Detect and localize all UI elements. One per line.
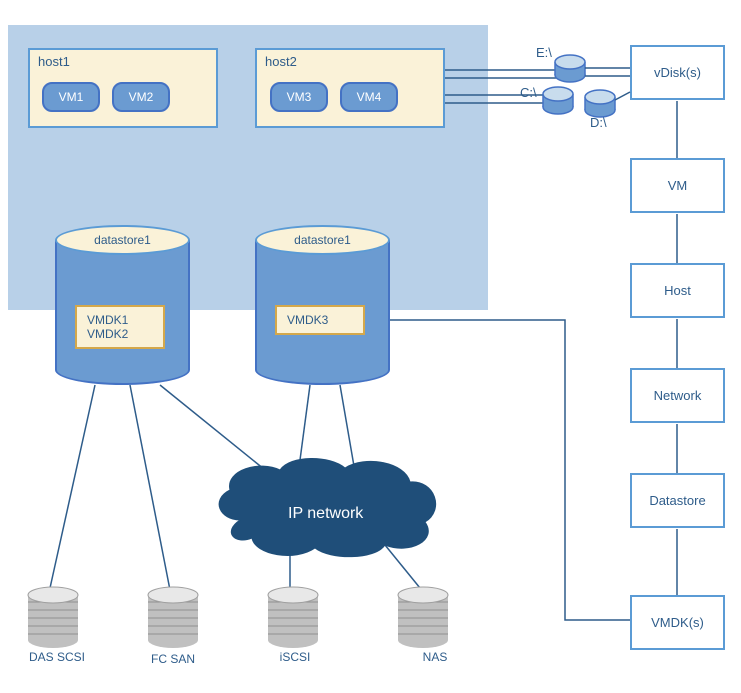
drive-c-label: C:\ bbox=[520, 85, 537, 100]
hier-network: Network bbox=[630, 368, 725, 423]
storage-nas-cyl bbox=[398, 587, 448, 648]
vm3: VM3 bbox=[270, 82, 328, 112]
das-scsi-label: DAS SCSI bbox=[22, 650, 92, 664]
vmdk-box-1: VMDK1 VMDK2 bbox=[75, 305, 165, 349]
datastore1-label: datastore1 bbox=[55, 225, 190, 255]
hier-vm: VM bbox=[630, 158, 725, 213]
hier-datastore: Datastore bbox=[630, 473, 725, 528]
storage-iscsi-cyl bbox=[268, 587, 318, 648]
vmdk2-text: VMDK2 bbox=[87, 327, 153, 341]
iscsi-label: iSCSI bbox=[260, 650, 330, 664]
fc-san-label: FC SAN bbox=[138, 652, 208, 666]
hier-host: Host bbox=[630, 263, 725, 318]
vm4: VM4 bbox=[340, 82, 398, 112]
host1-title: host1 bbox=[30, 50, 216, 73]
vmdk-box-2: VMDK3 bbox=[275, 305, 365, 335]
hier-vmdk: VMDK(s) bbox=[630, 595, 725, 650]
storage-fc-cyl bbox=[148, 587, 198, 648]
drive-d-label: D:\ bbox=[590, 115, 607, 130]
nas-label: NAS bbox=[400, 650, 470, 664]
vm1: VM1 bbox=[42, 82, 100, 112]
drive-e-label: E:\ bbox=[536, 45, 552, 60]
ip-network-label: IP network bbox=[288, 505, 363, 523]
storage-das-cyl bbox=[28, 587, 78, 648]
vmdk3-text: VMDK3 bbox=[287, 313, 353, 327]
hier-vdisk: vDisk(s) bbox=[630, 45, 725, 100]
vm2: VM2 bbox=[112, 82, 170, 112]
datastore2-label: datastore1 bbox=[255, 225, 390, 255]
vmdk1-text: VMDK1 bbox=[87, 313, 153, 327]
host2-title: host2 bbox=[257, 50, 443, 73]
